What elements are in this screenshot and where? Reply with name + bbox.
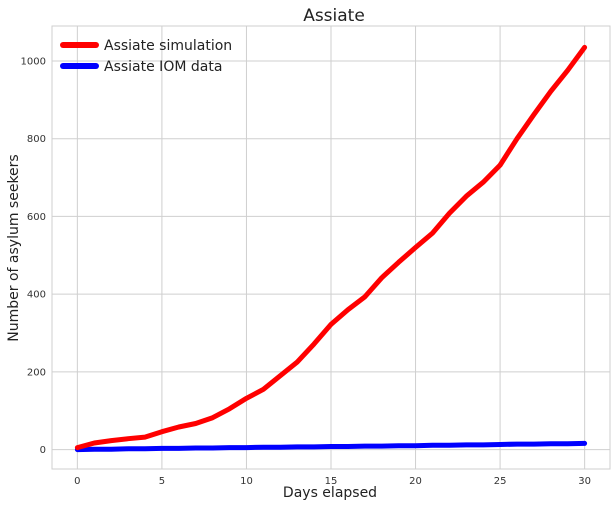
chart-title: Assiate [303,6,365,26]
legend-label-iom-data: Assiate IOM data [104,59,222,75]
plot-frame [51,25,611,470]
x-tick-label: 25 [494,476,507,487]
x-axis-label: Days elapsed [283,485,377,501]
legend-label-simulation: Assiate simulation [104,38,232,54]
tick-labels: 0 5 10 15 20 25 30 0 200 400 600 800 1000 [21,56,591,487]
x-tick-label: 5 [159,476,165,487]
x-tick-label: 20 [409,476,422,487]
x-tick-label: 0 [74,476,80,487]
x-tick-label: 10 [240,476,253,487]
y-tick-label: 600 [27,212,46,223]
y-tick-label: 0 [40,445,46,456]
y-tick-label: 1000 [21,56,46,67]
grid [52,26,610,469]
x-tick-label: 15 [325,476,338,487]
y-tick-label: 800 [27,134,46,145]
series-line-simulation [74,44,588,451]
series-layer [74,44,588,453]
y-axis-label: Number of asylum seekers [6,154,22,341]
x-tick-label: 30 [578,476,591,487]
y-tick-label: 200 [27,367,46,378]
legend: Assiate simulation Assiate IOM data [60,38,232,75]
series-line-iom-data [74,440,588,453]
y-tick-label: 400 [27,290,46,301]
